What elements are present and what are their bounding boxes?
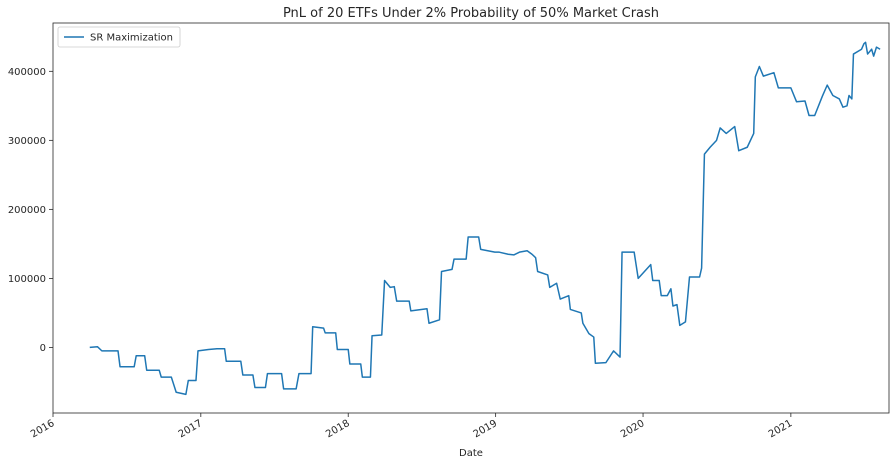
series-layer [89,41,881,396]
y-tick-label: 400000 [8,67,46,78]
legend-box [57,26,181,48]
y-tick-label: 100000 [8,274,46,285]
x-axis-label: Date [459,448,483,459]
plot-frame [52,22,890,414]
chart-title: PnL of 20 ETFs Under 2% Probability of 5… [283,6,659,21]
y-tick-label: 300000 [8,136,46,147]
legend: SR Maximization [57,26,181,48]
series-line-sr-maximization [89,41,881,396]
y-tick-label: 0 [40,343,46,354]
y-axis: 0 100000 200000 300000 400000 [8,67,53,354]
y-tick-label: 200000 [8,205,46,216]
legend-label: SR Maximization [90,33,173,44]
